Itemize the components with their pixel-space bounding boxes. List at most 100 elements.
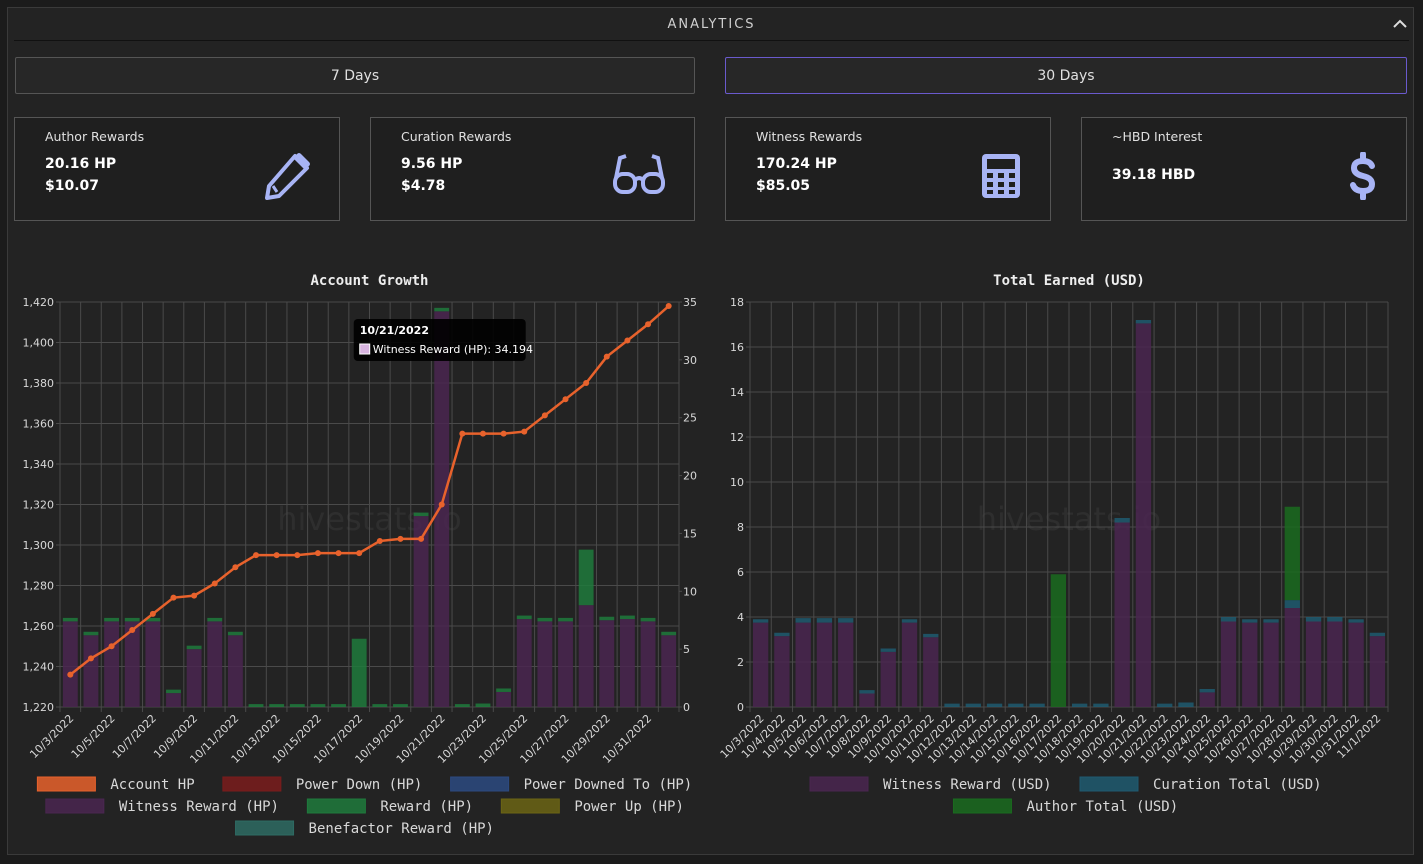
y-tick-label: 0 bbox=[737, 701, 744, 714]
bar bbox=[901, 619, 918, 623]
line-point bbox=[541, 412, 548, 419]
bar bbox=[393, 704, 408, 707]
bar bbox=[880, 651, 896, 707]
bar bbox=[558, 617, 573, 622]
bar bbox=[1284, 608, 1300, 707]
legend-swatch bbox=[36, 776, 96, 792]
legend-swatch bbox=[952, 798, 1012, 814]
legend-swatch bbox=[1079, 776, 1139, 792]
line-point bbox=[294, 552, 301, 559]
line-point bbox=[232, 564, 239, 571]
panel-title: ANALYTICS bbox=[667, 17, 756, 32]
bar bbox=[1114, 522, 1130, 707]
y-tick-label: 16 bbox=[730, 341, 744, 354]
bar bbox=[774, 636, 790, 707]
bar bbox=[413, 512, 429, 517]
y-tick-label: 14 bbox=[730, 386, 744, 399]
bar bbox=[1242, 622, 1258, 707]
y-tick-label: 1,340 bbox=[23, 458, 55, 471]
bar bbox=[537, 617, 553, 622]
bar bbox=[1327, 617, 1343, 622]
bar bbox=[752, 622, 769, 707]
bar bbox=[186, 645, 202, 650]
y-tick-label: 1,260 bbox=[23, 620, 55, 633]
bar bbox=[795, 618, 811, 623]
y2-tick-label: 35 bbox=[683, 296, 697, 309]
line-point bbox=[67, 671, 74, 678]
bar bbox=[1008, 703, 1024, 707]
card-value: 170.24 HP bbox=[756, 156, 837, 172]
card-value: 39.18 HBD bbox=[1112, 167, 1196, 183]
range-button[interactable]: 30 Days bbox=[725, 57, 1407, 94]
legend-label: Reward (HP) bbox=[380, 799, 473, 815]
card-title: Curation Rewards bbox=[401, 129, 512, 144]
card-value: $10.07 bbox=[45, 178, 100, 194]
bar bbox=[475, 703, 491, 707]
bar bbox=[434, 307, 450, 312]
line-point bbox=[149, 610, 156, 617]
bar bbox=[1178, 702, 1194, 707]
legend-label: Power Up (HP) bbox=[574, 799, 684, 815]
bar bbox=[83, 635, 99, 707]
chart-title: Account Growth bbox=[310, 273, 428, 289]
line-point bbox=[479, 430, 486, 437]
bar bbox=[372, 704, 388, 707]
bar bbox=[310, 704, 326, 707]
line-point bbox=[624, 337, 631, 344]
bar bbox=[816, 618, 833, 623]
bar bbox=[1135, 320, 1152, 324]
bar bbox=[619, 615, 635, 620]
legend-swatch bbox=[500, 798, 560, 814]
bar bbox=[752, 619, 769, 623]
bar bbox=[859, 693, 875, 707]
bar bbox=[227, 631, 243, 636]
range-button[interactable]: 7 Days bbox=[15, 57, 695, 94]
line-point bbox=[645, 321, 652, 328]
bar bbox=[774, 632, 790, 637]
bar bbox=[986, 703, 1003, 707]
bar bbox=[1369, 632, 1386, 637]
bar bbox=[1348, 622, 1364, 707]
bar bbox=[923, 637, 939, 707]
legend-swatch bbox=[45, 798, 105, 814]
bar bbox=[558, 621, 573, 707]
calculator-icon bbox=[982, 154, 1020, 198]
bar bbox=[1242, 619, 1258, 623]
y-tick-label: 1,220 bbox=[23, 701, 55, 714]
y-tick-label: 1,280 bbox=[23, 580, 55, 593]
bar bbox=[227, 635, 243, 707]
bar bbox=[454, 704, 470, 707]
bar bbox=[923, 633, 939, 638]
bar bbox=[816, 622, 833, 707]
divider bbox=[14, 40, 1409, 41]
bar bbox=[859, 690, 875, 694]
bar bbox=[537, 621, 553, 707]
collapse-icon[interactable] bbox=[1392, 18, 1408, 30]
line-point bbox=[438, 501, 445, 508]
card-value: $85.05 bbox=[756, 178, 811, 194]
legend-label: Witness Reward (HP) bbox=[119, 799, 279, 815]
legend-swatch bbox=[306, 798, 366, 814]
line-point bbox=[665, 303, 672, 310]
y-tick-label: 2 bbox=[737, 656, 744, 669]
bar bbox=[104, 617, 120, 622]
stat-card: Witness Rewards 170.24 HP $85.05 bbox=[725, 117, 1051, 221]
bar bbox=[838, 622, 854, 707]
bar bbox=[640, 621, 656, 707]
bar bbox=[795, 622, 811, 707]
bar bbox=[1050, 574, 1067, 707]
bar bbox=[619, 619, 635, 707]
bar bbox=[1369, 636, 1386, 707]
y2-tick-label: 30 bbox=[683, 354, 697, 367]
line bbox=[69, 305, 670, 676]
y2-tick-label: 25 bbox=[683, 412, 697, 425]
bar bbox=[1305, 617, 1322, 622]
dollar-icon bbox=[1350, 152, 1376, 200]
y-tick-label: 1,400 bbox=[23, 337, 55, 350]
y2-tick-label: 15 bbox=[683, 527, 697, 540]
bar bbox=[838, 618, 854, 623]
bar bbox=[289, 704, 305, 707]
y-tick-label: 8 bbox=[737, 521, 744, 534]
